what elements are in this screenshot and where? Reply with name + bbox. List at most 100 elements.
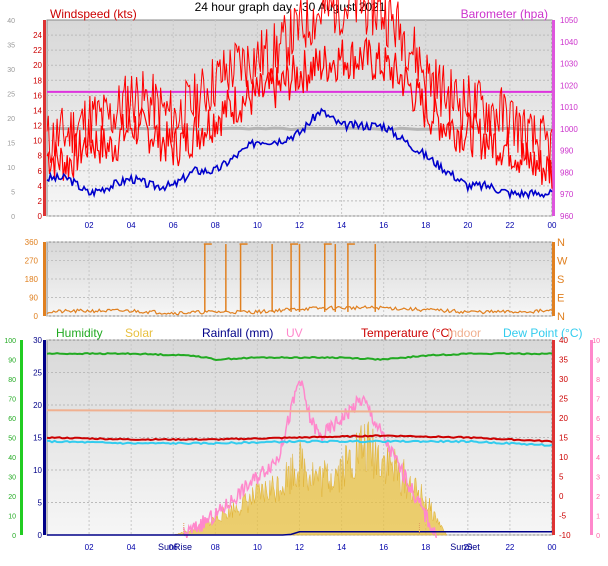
uv-tick-label: 8 bbox=[596, 377, 600, 384]
uv-tick-label: 9 bbox=[596, 358, 600, 365]
wind-tick-label: 16 bbox=[33, 91, 42, 100]
barometer-tick-label: 1030 bbox=[560, 60, 578, 69]
temperature-x-tick-label: 12 bbox=[295, 543, 304, 552]
legend-humidity: Humidity bbox=[56, 326, 103, 340]
legend-dewpoint: Dew Point (°C) bbox=[503, 326, 582, 340]
rain-tick-label: 25 bbox=[33, 369, 42, 378]
humidity-tick-label: 20 bbox=[8, 494, 16, 501]
wind-outer-tick-label: 15 bbox=[7, 141, 15, 148]
temperature-tick-label: 10 bbox=[559, 453, 568, 462]
uv-tick-label: 6 bbox=[596, 416, 600, 423]
rain-axis-bar bbox=[43, 340, 46, 535]
temperature-x-tick-label: 18 bbox=[421, 543, 430, 552]
wind-outer-tick-label: 25 bbox=[7, 92, 15, 99]
humidity-tick-label: 60 bbox=[8, 416, 16, 423]
humidity-tick-label: 10 bbox=[8, 514, 16, 521]
temperature-x-tick-label: 14 bbox=[337, 543, 346, 552]
temperature-x-tick-label: 08 bbox=[211, 543, 220, 552]
wind-outer-tick-label: 35 bbox=[7, 43, 15, 50]
temperature-legend: Humidity Solar Rainfall (mm) UV Temperat… bbox=[56, 326, 582, 340]
temperature-line bbox=[46, 434, 553, 443]
wind-tick-label: 6 bbox=[38, 167, 43, 176]
wind-x-tick-label: 14 bbox=[337, 221, 346, 230]
humidity-tick-label: 50 bbox=[8, 436, 16, 443]
barometer-tick-label: 960 bbox=[560, 212, 574, 221]
legend-indoor: Indoor bbox=[447, 326, 481, 340]
humidity-tick-label: 0 bbox=[12, 533, 16, 540]
wind-tick-label: 22 bbox=[33, 46, 42, 55]
temperature-tick-label: 35 bbox=[559, 356, 568, 365]
sunset-label: SunSet bbox=[450, 542, 480, 552]
uv-tick-label: 10 bbox=[592, 338, 600, 345]
baro-right-axis-bar bbox=[552, 20, 555, 216]
compass-tick-label: N bbox=[557, 311, 565, 323]
uv-axis-bar bbox=[590, 340, 593, 535]
barometer-tick-label: 990 bbox=[560, 147, 574, 156]
temperature-x-tick-label: 20 bbox=[463, 543, 472, 552]
wind-outer-tick-label: 0 bbox=[11, 214, 15, 221]
temperature-x-tick-label: 16 bbox=[379, 543, 388, 552]
direction-tick-label: 180 bbox=[25, 275, 39, 284]
uv-tick-label: 3 bbox=[596, 475, 600, 482]
temperature-tick-label: 5 bbox=[559, 473, 564, 482]
temperature-tick-label: 25 bbox=[559, 395, 568, 404]
barometer-tick-label: 970 bbox=[560, 190, 574, 199]
temperature-x-tick-label: 22 bbox=[505, 543, 514, 552]
wind-tick-label: 8 bbox=[38, 152, 43, 161]
sunrise-label: SunRise bbox=[158, 542, 192, 552]
wind-x-tick-label: 06 bbox=[169, 221, 178, 230]
humidity-tick-label: 100 bbox=[4, 338, 16, 345]
rain-tick-label: 0 bbox=[38, 531, 43, 540]
wind-tick-label: 12 bbox=[33, 122, 42, 131]
wind-outer-tick-label: 20 bbox=[7, 116, 15, 123]
barometer-tick-label: 1050 bbox=[560, 16, 578, 25]
rain-tick-label: 15 bbox=[33, 434, 42, 443]
uv-tick-label: 1 bbox=[596, 514, 600, 521]
windspeed-axis-label: Windspeed (kts) bbox=[50, 7, 137, 21]
indoor-line bbox=[46, 409, 553, 414]
wind-x-tick-label: 16 bbox=[379, 221, 388, 230]
humidity-tick-label: 30 bbox=[8, 475, 16, 482]
temperature-x-tick-label: 02 bbox=[85, 543, 94, 552]
humidity-tick-label: 80 bbox=[8, 377, 16, 384]
wind-tick-label: 24 bbox=[33, 31, 42, 40]
wind-x-tick-label: 02 bbox=[85, 221, 94, 230]
direction-tick-label: 90 bbox=[29, 294, 38, 303]
wind-x-tick-label: 12 bbox=[295, 221, 304, 230]
barometer-tick-label: 1010 bbox=[560, 103, 578, 112]
wind-tick-label: 10 bbox=[33, 137, 42, 146]
windspeed-line bbox=[46, 36, 553, 189]
temperature-tick-label: 40 bbox=[559, 336, 568, 345]
temperature-x-tick-label: 04 bbox=[127, 543, 136, 552]
wind-x-tick-label: 08 bbox=[211, 221, 220, 230]
wind-tick-label: 4 bbox=[38, 182, 43, 191]
solar-area bbox=[173, 421, 448, 536]
legend-solar: Solar bbox=[125, 326, 153, 340]
wind-outer-tick-label: 10 bbox=[7, 165, 15, 172]
average-wind-line bbox=[46, 107, 553, 201]
wind-outer-tick-label: 30 bbox=[7, 67, 15, 74]
temperature-x-tick-label: 00 bbox=[548, 543, 557, 552]
temperature-tick-label: 15 bbox=[559, 434, 568, 443]
uv-tick-label: 4 bbox=[596, 455, 600, 462]
legend-temperature: Temperature (°C) bbox=[361, 326, 453, 340]
humidity-tick-label: 70 bbox=[8, 397, 16, 404]
dewpoint-line bbox=[47, 439, 553, 447]
direction-tick-label: 0 bbox=[34, 312, 39, 321]
uv-line bbox=[183, 380, 438, 539]
uv-tick-label: 7 bbox=[596, 397, 600, 404]
wind-outer-tick-label: 5 bbox=[11, 190, 15, 197]
rain-tick-label: 10 bbox=[33, 466, 42, 475]
wind-tick-label: 20 bbox=[33, 61, 42, 70]
humidity-tick-label: 90 bbox=[8, 358, 16, 365]
temperature-tick-label: 20 bbox=[559, 414, 568, 423]
temperature-tick-label: 30 bbox=[559, 375, 568, 384]
wind-left-axis-bar bbox=[43, 20, 46, 216]
rain-tick-label: 5 bbox=[38, 499, 43, 508]
barometer-tick-label: 1000 bbox=[560, 125, 578, 134]
rainfall-line bbox=[47, 531, 552, 536]
barometer-tick-label: 1020 bbox=[560, 81, 578, 90]
wind-x-tick-label: 10 bbox=[253, 221, 262, 230]
